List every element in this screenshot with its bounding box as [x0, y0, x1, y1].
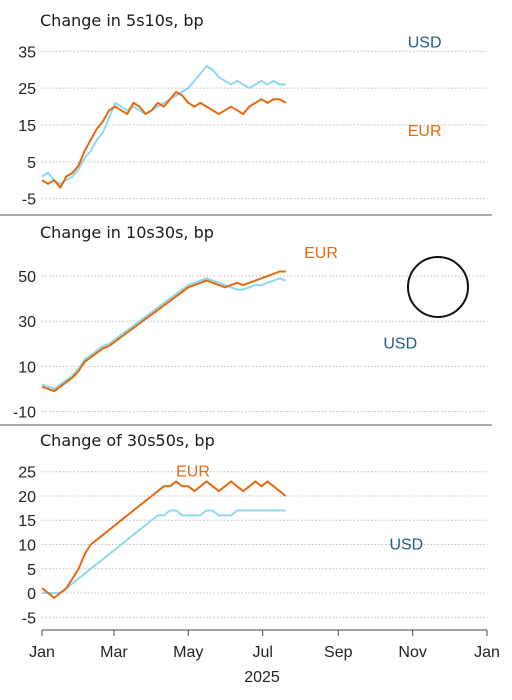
series-line-eur — [41, 480, 287, 599]
series-label-usd: USD — [408, 35, 442, 52]
series-line-usd — [41, 65, 286, 185]
y-tick-label: 5 — [27, 562, 36, 579]
series-line-usd — [41, 277, 287, 390]
y-tick-label: 5 — [27, 155, 36, 172]
y-tick-label: 35 — [18, 44, 36, 61]
y-tick-label: 15 — [18, 513, 36, 530]
x-tick-label: Jul — [252, 644, 272, 661]
x-tick-label: Nov — [398, 644, 426, 661]
panel-2: Change in 10s30s, bp 50 30 10 -10 EUR USD — [0, 223, 492, 426]
series-label-eur: EUR — [408, 123, 442, 140]
panel-1-title: Change in 5s10s, bp — [40, 11, 204, 30]
y-tick-label: 25 — [18, 465, 36, 482]
y-tick-label: 0 — [27, 586, 36, 603]
y-tick-label: 10 — [18, 538, 36, 555]
y-tick-label: 25 — [18, 81, 36, 98]
x-tick-label: May — [173, 644, 203, 661]
y-tick-label: 10 — [18, 359, 36, 376]
y-tick-label: 30 — [18, 314, 36, 331]
x-axis-year-label: 2025 — [244, 669, 280, 686]
y-tick-label: -5 — [22, 610, 36, 627]
series-line-eur — [41, 90, 287, 189]
panel-3-title: Change of 30s50s, bp — [40, 431, 215, 450]
y-tick-label: -5 — [22, 192, 36, 209]
panel-2-title: Change in 10s30s, bp — [40, 223, 214, 242]
x-tick-label: Sep — [324, 644, 353, 661]
series-label-eur: EUR — [304, 245, 338, 262]
x-tick-label: Jan — [474, 644, 500, 661]
series-line-eur — [41, 270, 286, 393]
series-label-usd: USD — [389, 536, 423, 553]
x-tick-label: Mar — [100, 644, 128, 661]
y-tick-label: 20 — [18, 489, 36, 506]
series-label-eur: EUR — [176, 464, 210, 481]
x-tick-label: Jan — [29, 644, 55, 661]
y-tick-label: 15 — [18, 118, 36, 135]
highlight-circle — [407, 256, 469, 318]
y-tick-label: -10 — [13, 404, 36, 421]
series-label-usd: USD — [383, 335, 417, 352]
y-tick-label: 50 — [18, 269, 36, 286]
series-line-usd — [42, 509, 286, 594]
